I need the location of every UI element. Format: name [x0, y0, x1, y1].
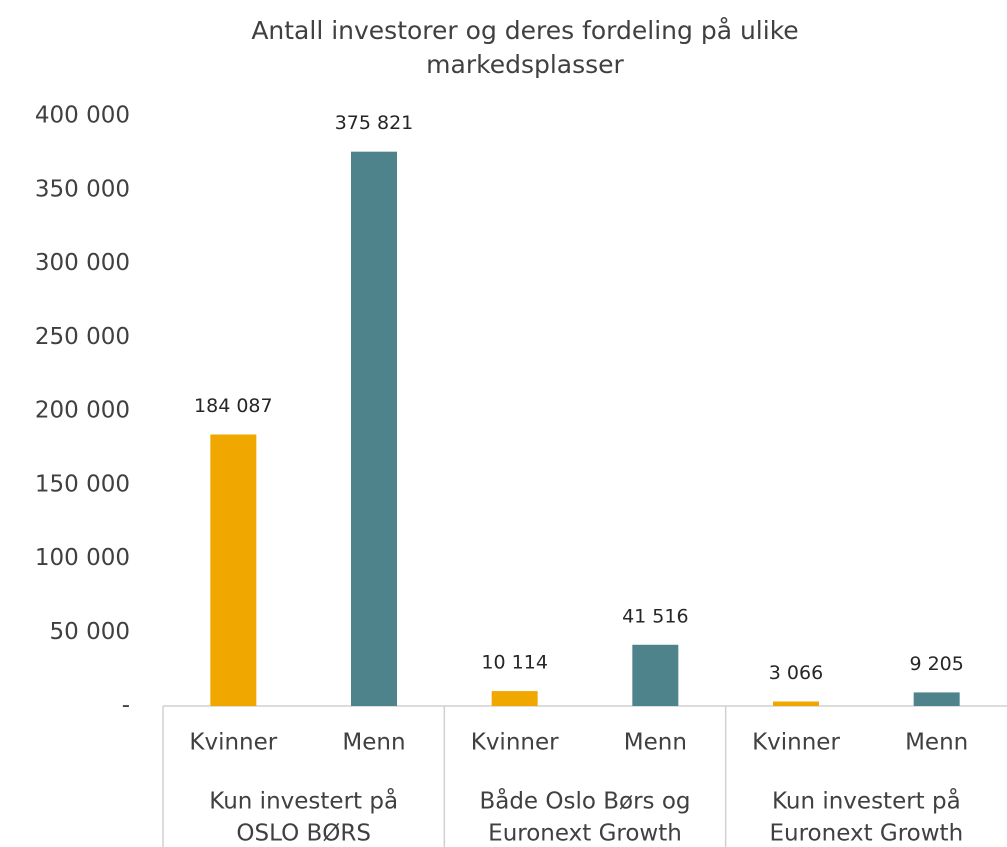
- y-tick-label: 50 000: [50, 619, 130, 645]
- data-label: 375 821: [335, 112, 414, 134]
- bar: [773, 701, 819, 706]
- bar: [351, 151, 397, 706]
- group-label: Euronext Growth: [770, 821, 964, 847]
- y-tick-label: 400 000: [35, 103, 130, 129]
- x-tick-label: Kvinner: [189, 730, 277, 756]
- chart-title: markedsplasser: [426, 50, 624, 79]
- group-label: Euronext Growth: [488, 821, 682, 847]
- y-tick-label: 350 000: [35, 176, 130, 202]
- y-tick-label: 150 000: [35, 471, 130, 497]
- group-label: Kun investert på: [209, 787, 398, 815]
- x-tick-label: Kvinner: [752, 730, 840, 756]
- x-tick-label: Menn: [342, 730, 405, 756]
- bar: [913, 692, 960, 706]
- y-tick-label: 100 000: [35, 545, 130, 571]
- data-label: 10 114: [481, 652, 547, 674]
- x-tick-label: Kvinner: [471, 730, 559, 756]
- data-label: 41 516: [622, 605, 688, 627]
- y-tick-label: 200 000: [35, 398, 130, 424]
- chart-title: Antall investorer og deres fordeling på …: [251, 16, 798, 45]
- bar: [210, 434, 257, 706]
- data-label: 3 066: [769, 662, 823, 684]
- y-tick-label: 250 000: [35, 324, 130, 350]
- bar: [632, 644, 679, 706]
- x-tick-label: Menn: [624, 730, 687, 756]
- y-tick-label: -: [122, 693, 130, 719]
- group-label: Kun investert på: [772, 787, 961, 815]
- bar: [491, 691, 538, 706]
- data-label: 184 087: [194, 395, 273, 417]
- group-label: OSLO BØRS: [236, 821, 371, 847]
- x-tick-label: Menn: [905, 730, 968, 756]
- group-label: Både Oslo Børs og: [479, 787, 690, 815]
- data-label: 9 205: [909, 653, 963, 675]
- y-tick-label: 300 000: [35, 250, 130, 276]
